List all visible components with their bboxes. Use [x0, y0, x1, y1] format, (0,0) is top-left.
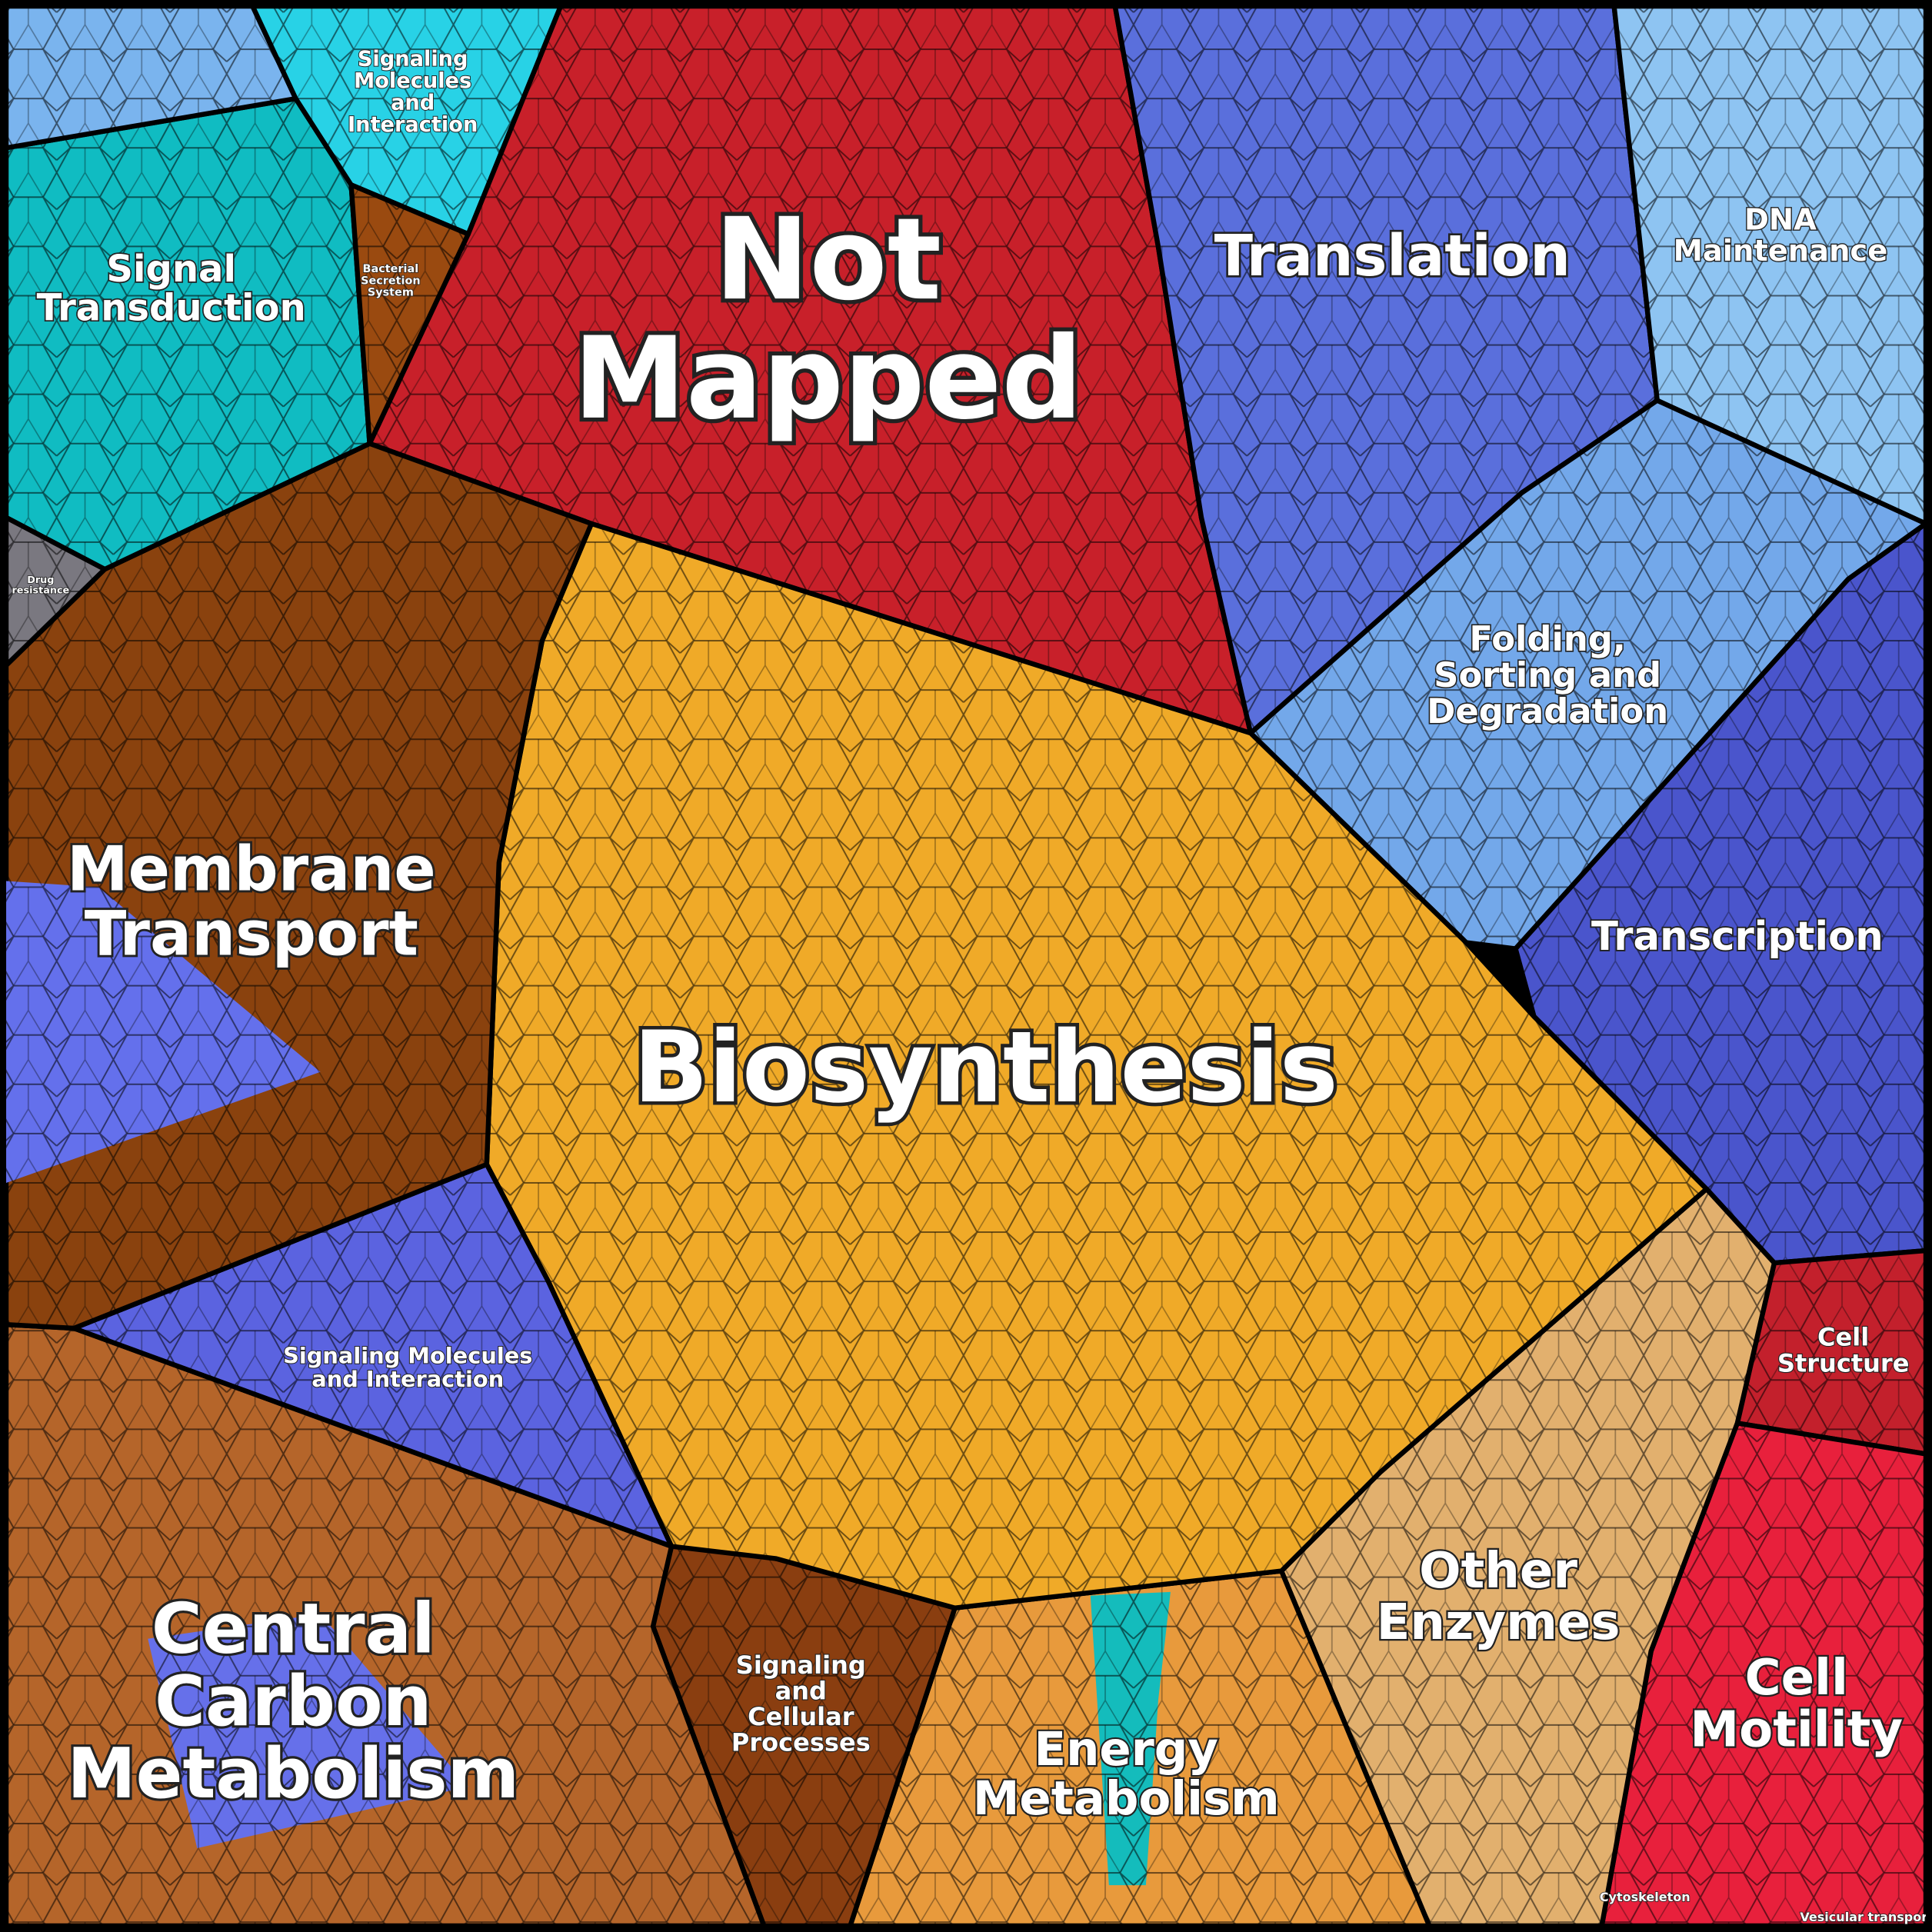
label-line: DNA — [1744, 202, 1817, 237]
label-line: Signal — [106, 248, 236, 291]
region-label: Translation — [1214, 224, 1571, 289]
label-line: Transport — [85, 898, 418, 970]
region-label: Bacterial Secretion System — [361, 263, 421, 298]
region-label: Energy Metabolism — [973, 1722, 1280, 1826]
label-line: Folding, — [1469, 618, 1626, 659]
region-label: Transcription — [1591, 914, 1884, 960]
label-line: and Interaction — [311, 1366, 504, 1392]
region-label: Membrane Transport — [67, 833, 436, 969]
label-line: Cell — [1817, 1323, 1869, 1352]
label-line: Signaling Molecules — [283, 1343, 532, 1369]
label-line: Cytoskeleton — [1600, 1890, 1690, 1904]
label-line: Carbon — [155, 1662, 431, 1742]
label-line: Biosynthesis — [633, 1011, 1338, 1125]
label-line: Drug — [27, 575, 54, 586]
label-line: and — [775, 1676, 827, 1705]
region-label: Cell Structure — [1777, 1323, 1910, 1378]
label-line: Interaction — [348, 113, 478, 137]
label-line: Cell — [1745, 1650, 1848, 1707]
label-line: System — [368, 286, 414, 298]
label-line: Molecules — [354, 68, 471, 92]
label-line: Processes — [731, 1728, 871, 1757]
region-label: DNA Maintenance — [1674, 202, 1888, 268]
label-line: Metabolism — [67, 1734, 519, 1814]
label-line: Secretion — [361, 275, 421, 287]
label-line: Transcription — [1591, 914, 1884, 960]
label-line: Vesicular transport — [1800, 1909, 1932, 1924]
region-label: Cytoskeleton — [1600, 1890, 1690, 1904]
region-label: Signaling and Cellular Processes — [731, 1651, 871, 1757]
label-line: Degradation — [1427, 691, 1668, 731]
label-line: Membrane — [67, 833, 436, 904]
label-line: Bacterial — [363, 263, 419, 275]
label-line: Signaling — [736, 1651, 866, 1680]
label-line: Motility — [1690, 1701, 1903, 1758]
label-line: Cellular — [748, 1702, 854, 1731]
region-label: Drug resistance — [12, 575, 69, 596]
label-line: resistance — [12, 585, 69, 596]
region-label: Vesicular transport — [1800, 1909, 1932, 1924]
label-line: Sorting and — [1434, 655, 1661, 695]
label-line: Energy — [1034, 1722, 1218, 1777]
label-line: Mapped — [573, 311, 1083, 444]
region-label: Biosynthesis — [633, 1011, 1338, 1125]
label-line: Not — [715, 193, 941, 325]
label-line: Central — [152, 1590, 435, 1670]
label-line: Structure — [1777, 1348, 1910, 1377]
label-line: Other — [1419, 1542, 1577, 1599]
label-line: Metabolism — [973, 1771, 1280, 1826]
label-line: Translation — [1214, 224, 1571, 289]
label-line: Transduction — [37, 286, 306, 329]
region-label: Not Mapped — [573, 193, 1083, 445]
region-label: Other Enzymes — [1377, 1542, 1621, 1651]
label-line: Signaling — [358, 47, 468, 71]
region-label: Cell Motility — [1690, 1650, 1903, 1758]
label-line: Maintenance — [1674, 233, 1888, 268]
labels: Not Mapped Biosynthesis Membrane Transport Ce… — [12, 46, 1932, 1924]
label-line: Enzymes — [1377, 1594, 1621, 1651]
region-label: Signaling Molecules and Interaction — [283, 1343, 532, 1392]
region-label: Central Carbon Metabolism — [67, 1590, 519, 1814]
region-label: Signaling Molecules and Interaction — [348, 47, 478, 137]
region-label: Signal Transduction — [37, 248, 306, 329]
label-line: and — [391, 91, 435, 115]
region-label: Folding, Sorting and Degradation — [1427, 618, 1668, 731]
